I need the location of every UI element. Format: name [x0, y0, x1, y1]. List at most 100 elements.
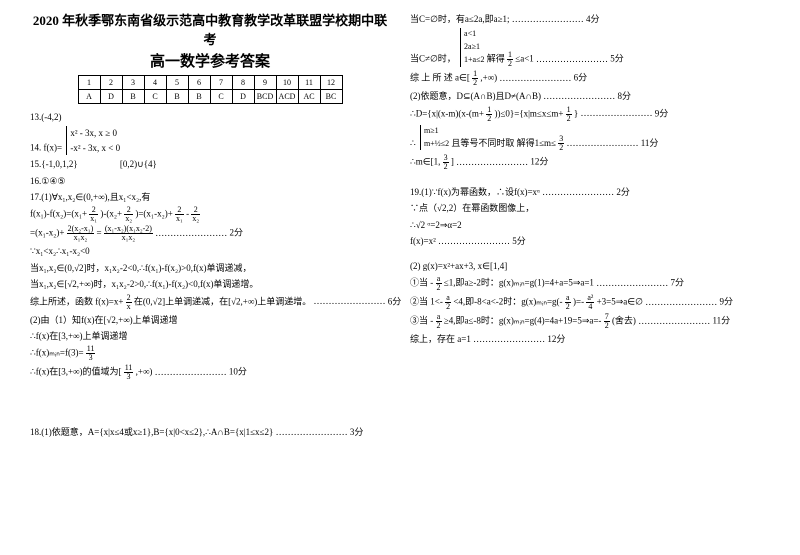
t: (2)依题意，D⊆(A∩B)且D≠(A∩B)	[410, 91, 541, 101]
t: f(x)=x²	[410, 236, 436, 246]
t: ))≤0}={x|m≤x≤m+	[494, 108, 563, 118]
dots	[473, 334, 545, 344]
t: 综上，存在 a=1	[410, 334, 471, 344]
d: 2	[565, 303, 571, 311]
gap	[410, 251, 770, 257]
r5: ∴D={x|(x-m)(x-(m+ 12 ))≤0}={x|m≤x≤m+ 12 …	[410, 106, 770, 123]
gap	[410, 173, 770, 183]
t: ∴D={x|(x-m)(x-(m+	[410, 108, 484, 118]
table-row: A D B C B B C D BCD ACD AC BC	[78, 90, 342, 104]
dots	[542, 187, 614, 197]
q17-l9: ∴f(x)ₘᵢₙ=f(3)= 113	[30, 345, 390, 362]
dots	[638, 316, 710, 326]
frac: a2	[436, 313, 442, 330]
t: ∴m∈[1,	[410, 157, 440, 167]
cell: B	[166, 90, 188, 104]
frac: a2	[565, 294, 571, 311]
t: )=-	[573, 297, 584, 307]
frac: 32	[443, 154, 449, 171]
score: 11分	[712, 316, 730, 326]
cell: 3	[122, 76, 144, 90]
q19-l1: 19.(1)∵f(x)为幂函数，∴设f(x)=xᵅ 2分	[410, 185, 770, 199]
t: ,+∞)	[136, 367, 153, 377]
t: f(x₁)-f(x₂)=(x₁+	[30, 209, 87, 219]
q17-l5: 当x₁,x₂∈[√2,+∞)时，x₁x₂-2>0,∴f(x₁)-f(x₂)<0,…	[30, 277, 390, 291]
cell: B	[122, 90, 144, 104]
score: 6分	[574, 73, 588, 83]
score: 5分	[512, 236, 526, 246]
d: 2	[566, 115, 572, 123]
pw-c: 1+a≤2	[464, 54, 484, 67]
q19-l9: 综上，存在 a=1 12分	[410, 332, 770, 346]
q15b: [0,2)∪{4}	[120, 159, 157, 169]
q17-l10: ∴f(x)在[3,+∞)的值域为[ 113 ,+∞) 10分	[30, 364, 390, 381]
q16: 16.①④⑤	[30, 174, 390, 188]
t: 综上所述，函数 f(x)=x+	[30, 296, 123, 306]
pw: m≥1 m+½≤2	[420, 125, 449, 151]
cell: AC	[298, 90, 320, 104]
table-row: 1 2 3 4 5 6 7 8 9 10 11 12	[78, 76, 342, 90]
q19-l6: ①当 - a2 ≤1,即a≥-2时：g(x)ₘᵢₙ=g(1)=4+a=5⇒a=1…	[410, 275, 770, 292]
cell: BC	[320, 90, 342, 104]
t: (舍去)	[612, 316, 636, 326]
frac: 2x₂	[124, 206, 133, 223]
frac: 72	[604, 313, 610, 330]
cell: B	[188, 90, 210, 104]
d: x₂	[124, 215, 133, 223]
cell: 1	[78, 76, 100, 90]
r3: 综 上 所 述 a∈[ 12 ,+∞) 6分	[410, 70, 770, 87]
d: 2	[604, 322, 610, 330]
q19-l8: ③当 - a2 ≥4,即a≤-8时：g(x)ₘᵢₙ=g(4)=4a+19=5⇒a…	[410, 313, 770, 330]
frac: 12	[486, 106, 492, 123]
frac: 113	[124, 364, 134, 381]
cell: ACD	[276, 90, 298, 104]
t: ,+∞)	[480, 73, 497, 83]
frac: 2x₁	[175, 206, 184, 223]
doc-subtitle: 高一数学参考答案	[30, 50, 390, 71]
left-column: 2020 年秋季鄂东南省级示范高中教育教学改革联盟学校期中联考 高一数学参考答案…	[20, 10, 400, 545]
d: x₁x₂	[67, 234, 95, 242]
d: 2	[443, 163, 449, 171]
cell: 7	[210, 76, 232, 90]
dots	[155, 228, 227, 238]
pw-a: m≥1	[424, 125, 449, 138]
t: ≤a<1	[515, 54, 534, 64]
cell: 4	[144, 76, 166, 90]
pw-b: 2a≥1	[464, 41, 484, 54]
d: x₂	[191, 215, 200, 223]
t: ]	[451, 157, 454, 167]
pw-b: -x² - 3x, x < 0	[70, 141, 120, 155]
q15a: 15.{-1,0,1,2}	[30, 159, 78, 169]
q19-l3: ∴√2 ᵅ=2⇒α=2	[410, 218, 770, 232]
spacer	[30, 383, 390, 423]
frac: 2x₁	[89, 206, 98, 223]
dots	[536, 54, 608, 64]
t: =	[97, 228, 102, 238]
frac: 12	[507, 51, 513, 68]
d: x₁	[175, 215, 184, 223]
t: 当C≠∅时，	[410, 54, 456, 64]
frac: 12	[566, 106, 572, 123]
t: ≤1,即a≥-2时：g(x)ₘᵢₙ=g(1)=4+a=5⇒a=1	[444, 278, 594, 288]
right-column: 当C=∅时，有a≤2a,即a≥1; 4分 当C≠∅时， a<1 2a≥1 1+a…	[400, 10, 780, 545]
score: 9分	[719, 297, 733, 307]
dots	[438, 236, 510, 246]
d: 2	[436, 284, 442, 292]
q14-label: 14.	[30, 143, 41, 153]
d: 2	[436, 322, 442, 330]
t: 在(0,√2]上单调递减，在[√2,+∞)上单调递增。	[134, 296, 311, 306]
cell: C	[210, 90, 232, 104]
cell: 8	[232, 76, 254, 90]
d: x	[126, 303, 132, 311]
frac: 12	[472, 70, 478, 87]
score: 2分	[229, 228, 243, 238]
d: x₁x₂	[104, 234, 153, 242]
t: 18.(1)依题意，A={x|x≤4或x≥1},B={x|0<x≤2},∴A∩B…	[30, 427, 273, 437]
score: 7分	[670, 278, 684, 288]
r2: 当C≠∅时， a<1 2a≥1 1+a≤2 解得 12 ≤a<1 5分	[410, 28, 770, 68]
cell: D	[100, 90, 122, 104]
r4: (2)依题意，D⊆(A∩B)且D≠(A∩B) 8分	[410, 89, 770, 103]
dots	[314, 296, 386, 306]
cell: BCD	[254, 90, 276, 104]
t: 解得	[487, 54, 505, 64]
